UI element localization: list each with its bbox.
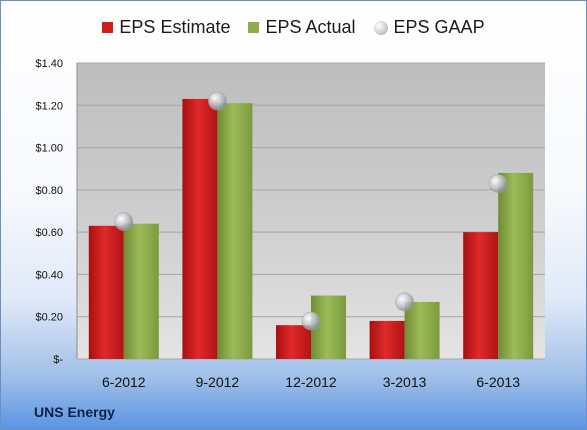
bar-eps-actual (404, 301, 440, 359)
y-tick-label: $1.20 (35, 100, 63, 112)
legend-label-actual: EPS Actual (265, 17, 356, 37)
y-tick-label: $- (53, 354, 63, 366)
bar-eps-estimate (88, 225, 124, 359)
legend-item-eps-estimate: EPS Estimate (102, 17, 230, 38)
bar-eps-actual (217, 103, 253, 360)
x-tick-label: 9-2012 (196, 374, 240, 390)
eps-chart: $- $0.20 $0.40 $0.60 $0.80 $1.00 $1.20 $1.40 6-… (35, 58, 545, 390)
y-tick-label: $0.80 (35, 185, 63, 197)
legend-swatch-estimate (102, 22, 114, 33)
point-eps-gaap (395, 292, 415, 312)
x-tick-label: 12-2012 (285, 374, 337, 390)
chart-legend: EPS Estimate EPS Actual EPS GAAP (1, 17, 586, 38)
point-eps-gaap (488, 174, 508, 194)
y-tick-label: $1.40 (35, 58, 63, 70)
company-label: UNS Energy (34, 404, 115, 420)
y-tick-label: $0.20 (35, 312, 63, 324)
y-tick-label: $1.00 (35, 143, 63, 155)
point-eps-gaap (207, 91, 227, 111)
legend-label-gaap: EPS GAAP (393, 17, 485, 37)
legend-label-estimate: EPS Estimate (119, 17, 231, 37)
y-tick-label: $0.60 (35, 227, 63, 239)
bar-eps-estimate (369, 320, 405, 359)
point-eps-gaap (114, 212, 134, 232)
x-tick-label: 6-2013 (476, 374, 520, 390)
bar-eps-estimate (463, 232, 499, 359)
x-tick-label: 3-2013 (383, 374, 427, 390)
bar-eps-estimate (182, 98, 218, 359)
bar-eps-actual (123, 223, 159, 359)
bar-eps-actual (498, 172, 534, 359)
y-tick-label: $0.40 (35, 269, 63, 281)
legend-swatch-gaap (373, 20, 388, 35)
bar-eps-estimate (276, 325, 311, 359)
legend-item-eps-gaap: EPS GAAP (373, 17, 485, 38)
x-tick-label: 6-2012 (102, 374, 146, 390)
legend-item-eps-actual: EPS Actual (248, 17, 356, 38)
legend-swatch-actual (248, 22, 260, 33)
point-eps-gaap (301, 311, 321, 331)
